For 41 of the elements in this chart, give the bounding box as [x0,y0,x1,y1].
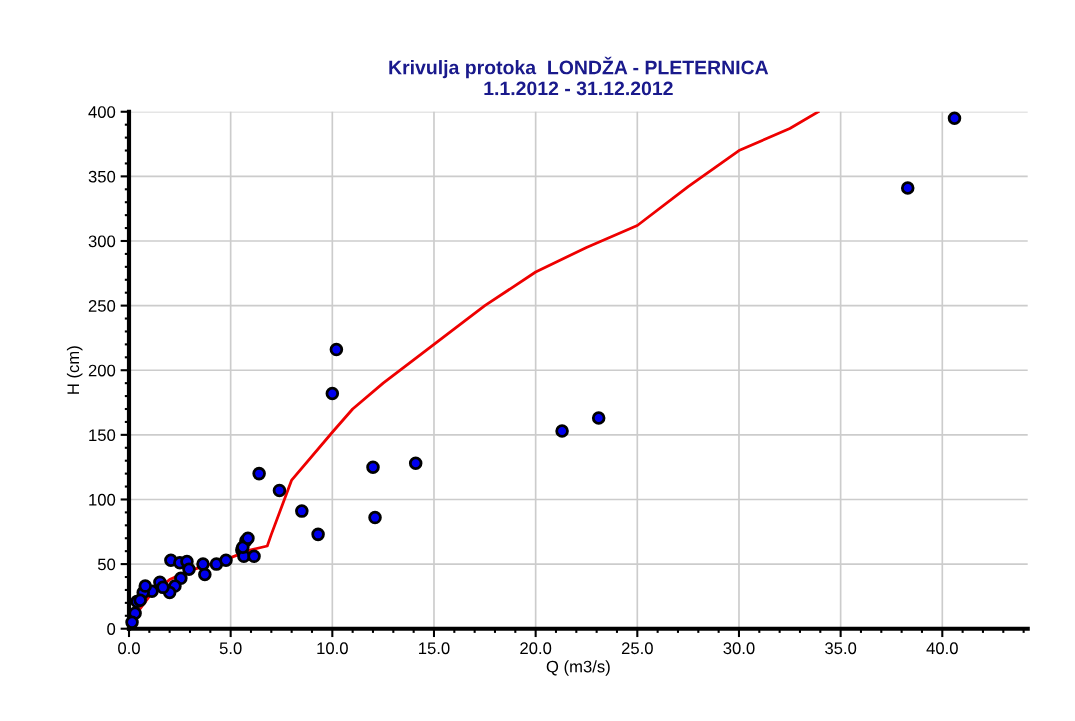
y-tick-label: 300 [88,235,116,248]
point [311,527,325,542]
y-tick-label: 150 [89,429,116,442]
y-tick-label: 0 [107,623,116,635]
x-tick-label: 30.0 [723,642,755,655]
point [591,411,606,425]
point [900,181,915,195]
point [947,111,962,125]
chart-title: Krivulja protoka LONDŽA - PLETERNICA 1.1.2012 - 31.12.2012 [389,56,769,96]
point [555,424,569,438]
point [138,579,153,593]
x-tick-label: 35.0 [825,642,857,655]
point [196,557,210,571]
point [156,580,170,595]
point [219,553,233,567]
x-tick-label: 15.0 [419,642,450,655]
y-tick-label: 350 [88,170,116,183]
x-tick-label: 20.0 [520,642,552,655]
point [247,549,261,564]
x-tick-label: 40.0 [926,642,958,655]
x-tick-label: 10.0 [317,642,348,655]
y-tick-label: 100 [89,493,116,506]
point [368,510,382,525]
point [329,342,344,357]
x-tick-label: 5.0 [219,642,242,655]
point [325,386,340,401]
x-tick-label: 0.0 [118,642,140,655]
point [252,466,266,481]
point [408,456,423,471]
point [198,567,212,582]
x-axis-title: Q (m3/s) [546,660,610,676]
point [182,562,196,577]
point [272,483,287,498]
y-tick-label: 50 [97,558,116,571]
x-tick-label: 25.0 [621,642,653,655]
point [295,504,309,518]
y-tick-label: 200 [88,364,116,377]
point [366,460,380,474]
y-tick-label: 400 [88,106,116,118]
y-axis-title: H (cm) [66,346,83,394]
y-tick-label: 250 [88,300,116,312]
